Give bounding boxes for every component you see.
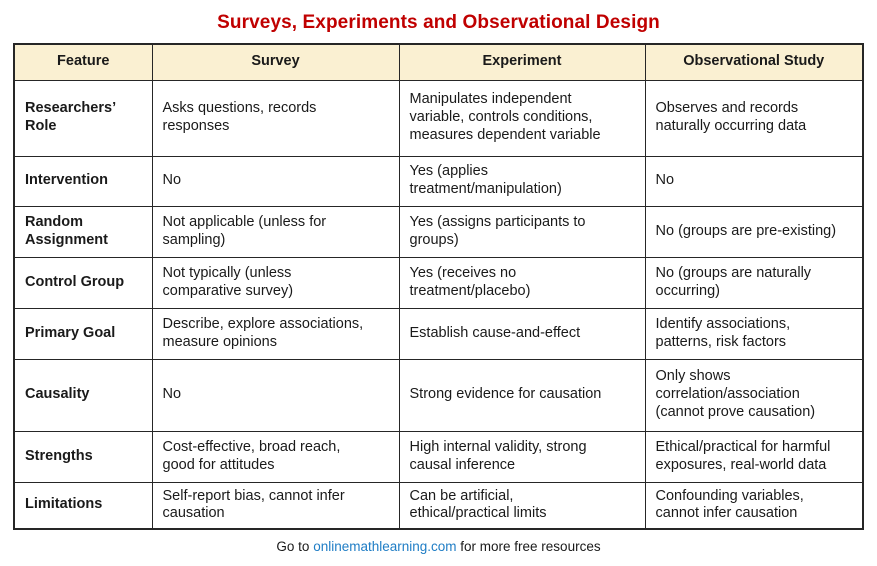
footer-suffix: for more free resources — [456, 539, 601, 554]
observational-cell: No (groups are naturally occurring) — [644, 256, 864, 309]
table-row: Limitations Self-report bias, cannot infe… — [13, 481, 864, 530]
experiment-cell: High internal validity, strong causal in… — [398, 430, 646, 483]
feature-cell: Causality — [13, 358, 153, 432]
table-row: Random Assignment Not applicable (unless … — [13, 205, 864, 258]
experiment-cell: Can be artificial, ethical/practical lim… — [398, 481, 646, 530]
survey-cell: No — [151, 358, 400, 432]
page-title: Surveys, Experiments and Observational D… — [217, 12, 660, 33]
observational-cell: Only shows correlation/association (cann… — [644, 358, 864, 432]
survey-cell: Cost-effective, broad reach, good for at… — [151, 430, 400, 483]
survey-cell: Describe, explore associations, measure … — [151, 307, 400, 360]
feature-cell: Limitations — [13, 481, 153, 530]
table-row: Causality No Strong evidence for causation… — [13, 358, 864, 432]
footer-prefix: Go to — [276, 539, 314, 554]
comparison-table: Feature Survey Experiment Observational … — [13, 43, 864, 530]
observational-cell: Observes and records naturally occurring… — [644, 79, 864, 157]
table-body: Researchers’ Role Asks questions, records… — [13, 79, 864, 530]
observational-cell: No (groups are pre-existing) — [644, 205, 864, 258]
feature-cell: Intervention — [13, 155, 153, 207]
survey-cell: Asks questions, records responses — [151, 79, 400, 157]
observational-cell: Identify associations, patterns, risk fa… — [644, 307, 864, 360]
observational-cell: Ethical/practical for harmful exposures,… — [644, 430, 864, 483]
feature-cell: Random Assignment — [13, 205, 153, 258]
table-row: Strengths Cost-effective, broad reach, go… — [13, 430, 864, 483]
experiment-cell: Yes (receives no treatment/placebo) — [398, 256, 646, 309]
observational-cell: Confounding variables, cannot infer caus… — [644, 481, 864, 530]
column-header-feature: Feature — [13, 43, 153, 81]
experiment-cell: Manipulates independent variable, contro… — [398, 79, 646, 157]
survey-cell: Not applicable (unless for sampling) — [151, 205, 400, 258]
table-row: Intervention No Yes (applies treatment/man… — [13, 155, 864, 207]
survey-cell: Not typically (unless comparative survey… — [151, 256, 400, 309]
table-row: Control Group Not typically (unless compa… — [13, 256, 864, 309]
column-header-observational: Observational Study — [644, 43, 864, 81]
footer-link[interactable]: onlinemathlearning.com — [313, 539, 457, 554]
survey-cell: No — [151, 155, 400, 207]
table-row: Primary Goal Describe, explore associatio… — [13, 307, 864, 360]
feature-cell: Strengths — [13, 430, 153, 483]
experiment-cell: Strong evidence for causation — [398, 358, 646, 432]
survey-cell: Self-report bias, cannot infer causation — [151, 481, 400, 530]
table-header: Feature Survey Experiment Observational … — [13, 43, 864, 81]
footer-note: Go to onlinemathlearning.com for more fr… — [0, 539, 877, 554]
experiment-cell: Yes (applies treatment/manipulation) — [398, 155, 646, 207]
feature-cell: Researchers’ Role — [13, 79, 153, 157]
feature-cell: Primary Goal — [13, 307, 153, 360]
column-header-experiment: Experiment — [398, 43, 646, 81]
experiment-cell: Establish cause-and-effect — [398, 307, 646, 360]
observational-cell: No — [644, 155, 864, 207]
experiment-cell: Yes (assigns participants to groups) — [398, 205, 646, 258]
header-row: Feature Survey Experiment Observational … — [13, 43, 864, 81]
column-header-survey: Survey — [151, 43, 400, 81]
feature-cell: Control Group — [13, 256, 153, 309]
table-row: Researchers’ Role Asks questions, records… — [13, 79, 864, 157]
